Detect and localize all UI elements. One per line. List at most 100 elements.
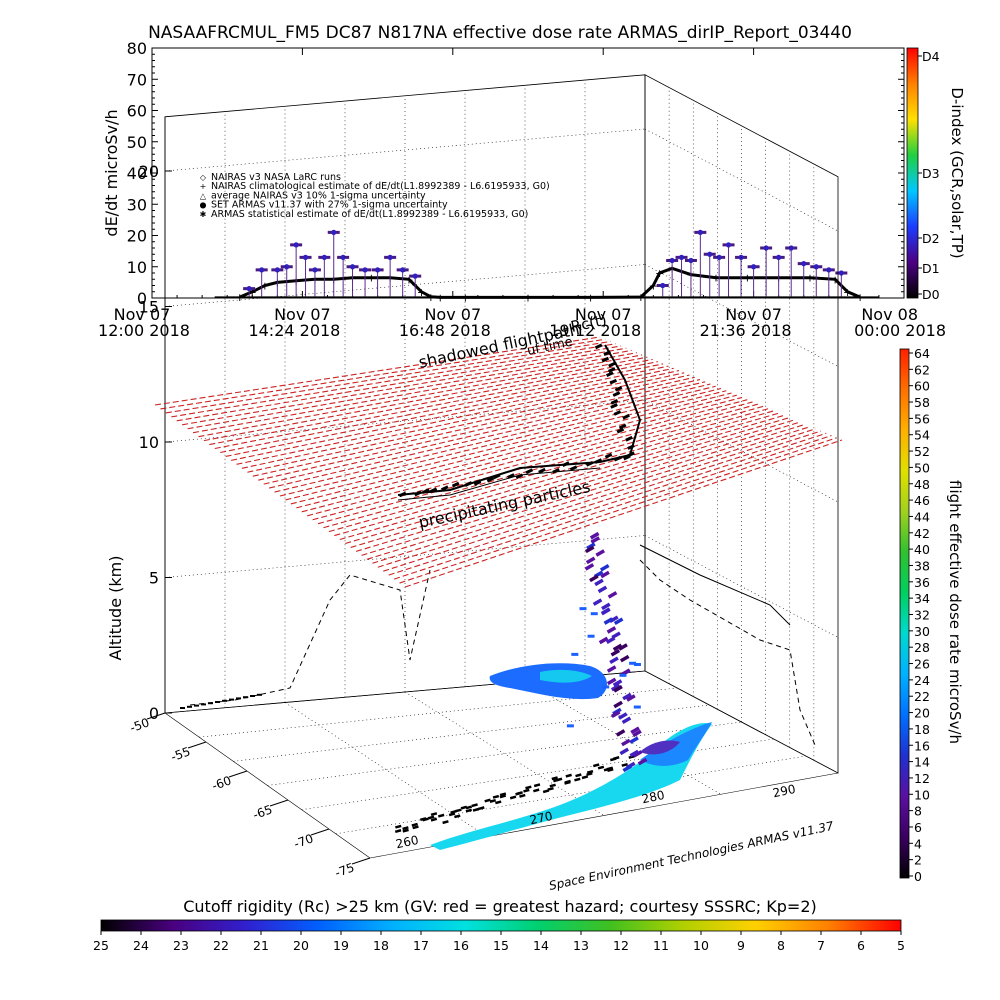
ground-track-mark <box>394 829 402 834</box>
ground-track-mark <box>471 803 478 808</box>
x-tick-day: Nov 07 <box>274 305 331 324</box>
sheet-line <box>312 401 753 521</box>
climatology-point: + <box>461 291 470 304</box>
ground-track-mark <box>229 698 234 701</box>
time-series-legend: ◇ NAIRAS v3 NASA LaRC runs + NAIRAS climato… <box>200 172 550 220</box>
altitude-tick-label: 20 <box>139 162 159 181</box>
back-wall <box>164 74 646 714</box>
ground-track-mark <box>465 808 473 813</box>
armas-point <box>725 242 732 248</box>
flight-track-mark <box>607 367 616 373</box>
rc-tick-label: 22 <box>213 938 229 953</box>
climatology-point: + <box>856 291 865 304</box>
altitude-tick-label: 0 <box>149 704 159 723</box>
ground-track-mark <box>597 765 605 770</box>
armas-point <box>826 267 832 273</box>
y-tick-label: 40 <box>127 164 147 183</box>
ground-track-mark <box>509 795 517 800</box>
dose-colorbar-tick-label: 4 <box>914 836 922 851</box>
dose-colorbar-tick-label: 42 <box>914 526 930 541</box>
flight-dose-mark <box>584 545 595 554</box>
flight-track-mark <box>569 465 578 472</box>
x-tick-time: 12:00 2018 <box>98 321 190 340</box>
sheet-line <box>388 432 827 576</box>
armas-point <box>312 267 318 273</box>
armas-point <box>362 267 368 273</box>
sheet-line <box>214 361 658 450</box>
d-index-tick-label: D3 <box>922 166 940 181</box>
flight-track-mark <box>464 481 473 487</box>
armas-point <box>716 254 722 260</box>
ground-track-mark <box>606 766 614 771</box>
ground-track-mark <box>194 704 199 707</box>
d-index-label: D-index (GCR,solar,TP) <box>948 87 966 258</box>
cutoff-region-upper-inner <box>540 669 592 683</box>
climatology-point: + <box>711 272 720 285</box>
armas-point <box>293 242 299 248</box>
floor-gridline <box>524 681 722 795</box>
ground-track-mark <box>448 812 456 817</box>
sheet-line <box>301 396 743 513</box>
rc-tick-label: 20 <box>293 938 309 953</box>
flight-track-mark <box>608 361 616 368</box>
flight-track-mark <box>451 481 460 488</box>
armas-point <box>751 264 757 270</box>
x-tick-day: Nov 07 <box>114 305 171 324</box>
ground-track-mark <box>236 697 241 700</box>
rc-tick-label: 16 <box>453 938 469 953</box>
climatology-point: + <box>655 267 664 280</box>
dose-rate-colorbar-label: flight effective dose rate microSv/h <box>946 480 964 744</box>
flight-track-mark <box>422 488 430 494</box>
climatology-point: + <box>805 272 814 285</box>
climatology-point: + <box>404 273 413 286</box>
sheet-line <box>404 439 843 588</box>
latitude-tick-label: -60 <box>210 773 233 793</box>
armas-point <box>660 282 666 289</box>
climatology-point: + <box>417 286 426 299</box>
legend-entry: average NAIRAS v3 10% 1-sigma uncertaint… <box>211 190 426 201</box>
flight-track-mark <box>515 473 524 480</box>
flight-track-mark <box>627 444 635 450</box>
ground-track-mark <box>519 793 526 798</box>
flight-dose-mark <box>600 570 610 579</box>
sheet-line <box>269 383 711 489</box>
sheet-line <box>209 358 653 446</box>
flight-dose-mark <box>619 747 630 756</box>
flight-3d-flight-track <box>566 531 648 773</box>
precipitating-particles-sheet <box>154 336 843 588</box>
rc-tick-label: 18 <box>373 938 389 953</box>
rc-tick-label: 25 <box>93 938 109 953</box>
x-tick-time: 00:00 2018 <box>854 321 946 340</box>
climatology-point: + <box>248 286 257 299</box>
rc-tick-label: 17 <box>413 938 429 953</box>
rc-tick-label: 12 <box>613 938 629 953</box>
longitude-tick-label: 270 <box>529 809 554 827</box>
rc-tick-label: 24 <box>133 938 149 953</box>
wall-gridline <box>164 399 646 443</box>
flight-track-mark <box>585 460 594 467</box>
flight-dose-mark <box>632 750 643 758</box>
y-tick-label: 10 <box>127 258 147 277</box>
armas-point <box>678 254 685 260</box>
y-tick-label: 20 <box>127 227 147 246</box>
flight-track-mark <box>601 356 610 363</box>
ground-track-mark <box>551 776 558 781</box>
d-index-tick-label: D4 <box>922 49 940 64</box>
latitude-tick <box>187 741 207 749</box>
armas-point <box>302 254 309 260</box>
ground-track-mark <box>523 788 530 793</box>
floor-gridline <box>284 702 488 837</box>
latitude-tick <box>228 770 248 778</box>
latitude-tick <box>310 828 330 836</box>
flight-dose-mark <box>629 749 640 758</box>
dose-colorbar-tick-label: 12 <box>914 771 930 786</box>
flight-dose-mark <box>595 549 605 557</box>
armas-point <box>707 251 713 257</box>
flight-dose-mark <box>637 757 648 766</box>
sheet-line <box>182 347 627 426</box>
flight-track-mark <box>613 455 622 462</box>
flight-track-mark <box>493 473 501 480</box>
flight-track-mark <box>605 371 614 378</box>
latitude-tick-label: -75 <box>333 860 356 880</box>
